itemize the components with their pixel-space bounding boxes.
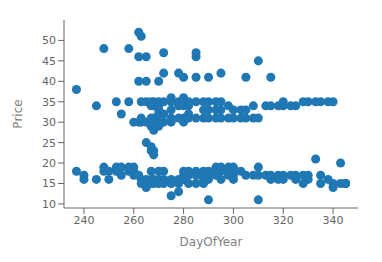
- svg-text:15: 15: [42, 177, 56, 190]
- svg-text:35: 35: [42, 96, 56, 109]
- svg-text:260: 260: [123, 214, 144, 227]
- svg-text:25: 25: [42, 137, 56, 150]
- svg-text:20: 20: [42, 157, 56, 170]
- svg-text:DayOfYear: DayOfYear: [180, 235, 243, 249]
- svg-text:300: 300: [223, 214, 244, 227]
- svg-text:280: 280: [173, 214, 194, 227]
- svg-text:320: 320: [273, 214, 294, 227]
- svg-text:Price: Price: [11, 99, 25, 128]
- svg-text:50: 50: [42, 34, 56, 47]
- svg-text:240: 240: [73, 214, 94, 227]
- svg-text:40: 40: [42, 75, 56, 88]
- svg-text:340: 340: [323, 214, 344, 227]
- svg-text:45: 45: [42, 55, 56, 68]
- svg-text:30: 30: [42, 116, 56, 129]
- svg-text:10: 10: [42, 198, 56, 211]
